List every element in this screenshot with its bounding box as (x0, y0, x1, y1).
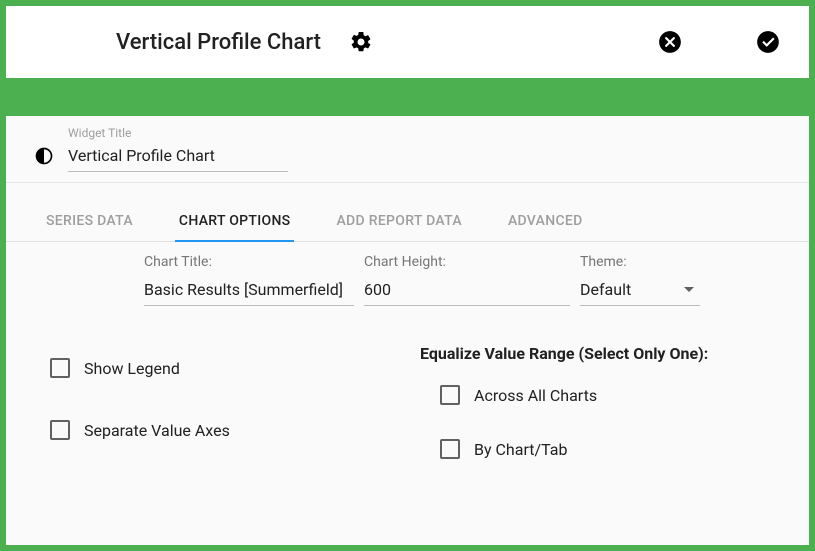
accent-strip (6, 78, 809, 116)
chart-height-input[interactable] (364, 276, 570, 306)
widget-title-input[interactable] (68, 142, 288, 172)
across-all-checkbox-row[interactable]: Across All Charts (440, 385, 769, 405)
header-title: Vertical Profile Chart (116, 30, 321, 55)
by-chart-tab-checkbox[interactable] (440, 439, 460, 459)
separate-axes-checkbox-row[interactable]: Separate Value Axes (50, 420, 420, 440)
tab-advanced[interactable]: ADVANCED (508, 213, 583, 241)
separate-axes-checkbox[interactable] (50, 420, 70, 440)
close-circle-icon (657, 29, 683, 55)
tabs: SERIES DATA CHART OPTIONS ADD REPORT DAT… (6, 183, 809, 242)
chart-title-input[interactable] (144, 276, 354, 306)
chevron-down-icon (684, 287, 694, 292)
check-circle-icon (755, 29, 781, 55)
theme-toggle-button[interactable] (34, 146, 54, 172)
show-legend-checkbox[interactable] (50, 358, 70, 378)
show-legend-label: Show Legend (84, 359, 180, 378)
gear-icon (349, 30, 373, 54)
show-legend-checkbox-row[interactable]: Show Legend (50, 358, 420, 378)
by-chart-tab-label: By Chart/Tab (474, 440, 567, 459)
theme-value: Default (580, 280, 631, 299)
theme-label: Theme: (580, 254, 700, 270)
separate-axes-label: Separate Value Axes (84, 421, 230, 440)
cancel-button[interactable] (657, 29, 683, 55)
tab-series-data[interactable]: SERIES DATA (46, 213, 133, 241)
chart-title-label: Chart Title: (144, 254, 354, 270)
contrast-icon (34, 146, 54, 166)
theme-select[interactable]: Default (580, 276, 700, 306)
chart-height-label: Chart Height: (364, 254, 570, 270)
by-chart-tab-checkbox-row[interactable]: By Chart/Tab (440, 439, 769, 459)
across-all-label: Across All Charts (474, 386, 597, 405)
tab-add-report-data[interactable]: ADD REPORT DATA (336, 213, 461, 241)
across-all-checkbox[interactable] (440, 385, 460, 405)
widget-title-label: Widget Title (68, 126, 288, 140)
tab-chart-options[interactable]: CHART OPTIONS (179, 213, 291, 241)
settings-button[interactable] (349, 30, 373, 54)
equalize-heading: Equalize Value Range (Select Only One): (420, 344, 769, 363)
confirm-button[interactable] (755, 29, 781, 55)
